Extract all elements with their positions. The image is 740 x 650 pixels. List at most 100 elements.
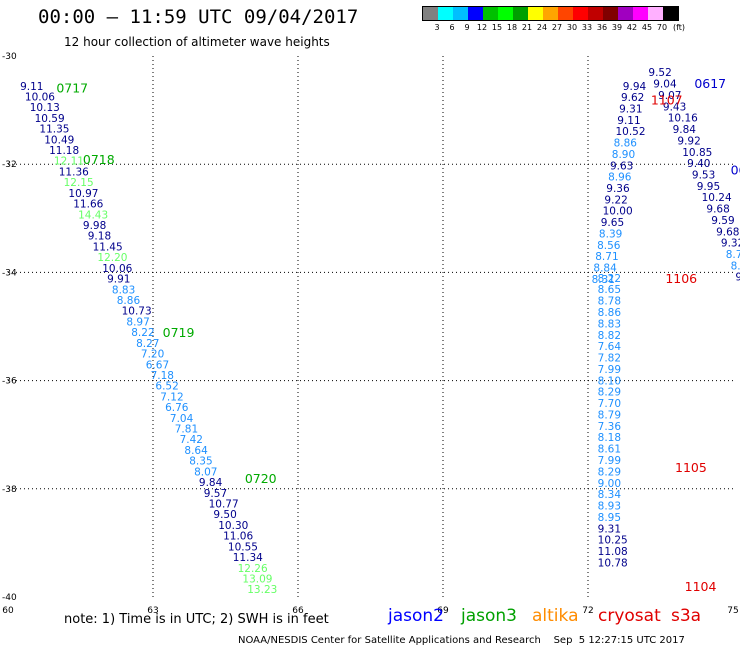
wave-height-value: 10.97: [68, 188, 98, 200]
y-tick-label: -34: [2, 268, 17, 278]
wave-height-value: 8.07: [194, 466, 217, 478]
satellite-name: jason2: [388, 606, 444, 626]
wave-height-value: 12.26: [238, 563, 268, 575]
wave-height-value: 9.32: [721, 238, 740, 250]
wave-height-value: 9.62: [621, 92, 644, 104]
legend-value: 3: [434, 23, 440, 32]
pass-time-label: 1107: [651, 92, 683, 107]
legend-swatch: [618, 7, 633, 20]
wave-height-value: 8.56: [597, 240, 621, 252]
legend-swatch: [423, 7, 438, 20]
wave-height-value: 12.20: [97, 252, 127, 264]
wave-height-value: 10.78: [598, 558, 628, 570]
wave-height-value: 10.52: [615, 126, 645, 138]
legend-swatch: [438, 7, 453, 20]
legend-swatch: [543, 7, 558, 20]
x-tick-label: 66: [292, 606, 304, 616]
legend-swatch: [468, 7, 483, 20]
y-tick-label: -30: [2, 52, 17, 62]
wave-height-value: 10.73: [122, 306, 152, 318]
wave-height-value: 8.61: [598, 444, 621, 456]
wave-height-value: 10.06: [25, 91, 55, 103]
wave-height-value: 7.12: [160, 391, 183, 403]
wave-height-value: 10.16: [668, 113, 698, 125]
satellite-name: altika: [532, 606, 579, 626]
legend-value: 27: [551, 23, 563, 32]
wave-height-value: 8.90: [612, 149, 635, 161]
wave-height-value: 9.68: [706, 204, 729, 216]
wave-height-value: 8.31: [592, 274, 615, 286]
wave-height-value: 8.86: [598, 307, 622, 319]
wave-height-value: 8.22: [598, 273, 621, 285]
wave-height-value: 6.52: [155, 381, 178, 393]
legend-swatch: [558, 7, 573, 20]
wave-height-value: 9.63: [610, 160, 633, 172]
pass-time-label: 0717: [56, 80, 88, 95]
wave-height-value: 6.76: [165, 402, 189, 414]
satellite-name: cryosat: [598, 606, 661, 626]
wave-height-value: 8.83: [112, 284, 135, 296]
wave-height-value: 8.22: [131, 327, 154, 339]
legend-swatch: [603, 7, 618, 20]
pass-time-label: 0719: [163, 325, 195, 340]
wave-height-value: 9.95: [697, 181, 720, 193]
legend-swatches: [422, 6, 679, 21]
y-tick-label: -38: [2, 485, 17, 495]
wave-height-value: 9.57: [204, 488, 227, 500]
wave-height-value: 7.99: [598, 455, 621, 467]
wave-height-value: 8.97: [126, 316, 149, 328]
pass-time-label: 0718: [83, 152, 115, 167]
legend-value: 70: [656, 23, 668, 32]
color-legend: 3 6 9 12 15 18 21 24 27 30 33 36 39 42 45 70 (ft): [422, 6, 685, 33]
wave-height-value: 9.07: [658, 90, 681, 102]
lat-lon-grid: [8, 56, 733, 597]
wave-height-value: 9.31: [598, 523, 621, 535]
wave-height-value: 8.87: [731, 260, 740, 272]
wave-height-value: 8.10: [598, 375, 621, 387]
wave-height-value: 9.50: [213, 509, 236, 521]
wave-height-value: 7.42: [180, 434, 203, 446]
x-tick-label: 72: [582, 606, 593, 616]
wave-height-value: 7.20: [141, 349, 164, 361]
satellite-name: s3a: [671, 606, 702, 626]
wave-height-value: 11.35: [39, 124, 69, 136]
wave-height-value: 8.18: [598, 432, 621, 444]
wave-height-value: 10.24: [702, 192, 732, 204]
wave-height-value: 9.84: [673, 124, 697, 136]
wave-height-value: 7.04: [170, 413, 194, 425]
x-tick-label: 60: [2, 606, 14, 616]
wave-height-value: 8.79: [598, 409, 621, 421]
y-tick-label: -40: [2, 593, 17, 603]
y-tick-label: -32: [2, 160, 17, 170]
wave-height-value: 8.27: [136, 338, 159, 350]
wave-height-value: 11.18: [49, 145, 79, 157]
wave-height-value: 8.71: [595, 251, 618, 263]
satellite-name: jason3: [461, 606, 517, 626]
wave-height-value: 7.81: [175, 424, 198, 436]
wave-height-value: 8.96: [608, 172, 632, 184]
wave-height-value: 11.34: [233, 552, 263, 564]
wave-height-value: 9.11: [617, 115, 640, 127]
wave-height-value: 9.33: [735, 272, 740, 284]
legend-labels: 3 6 9 12 15 18 21 24 27 30 33 36 39 42 45 70 (ft): [422, 21, 685, 33]
pass-time-label: 1104: [685, 579, 717, 594]
wave-height-value: 11.08: [598, 546, 628, 558]
wave-height-value: 7.64: [598, 341, 622, 353]
x-tick-label: 69: [437, 606, 449, 616]
wave-height-value: 9.22: [604, 194, 627, 206]
wave-height-value: 10.49: [44, 134, 74, 146]
axis-tick-labels: 60 63 66 69 72 75 -30 -32 -34 -36 -38 -40: [2, 52, 739, 616]
pass-time-label: 0720: [245, 471, 277, 486]
legend-value: 33: [581, 23, 593, 32]
legend-value: 9: [464, 23, 470, 32]
wave-height-value: 9.98: [83, 220, 106, 232]
pass-time-label: 0617: [694, 76, 726, 91]
wave-height-value: 9.53: [692, 169, 715, 181]
legend-swatch: [573, 7, 588, 20]
wave-height-value: 10.13: [30, 102, 60, 114]
wave-height-value: 11.66: [73, 199, 103, 211]
wave-height-value: 9.91: [107, 274, 130, 286]
wave-height-value: 10.77: [209, 499, 239, 511]
wave-height-value: 9.65: [601, 217, 624, 229]
